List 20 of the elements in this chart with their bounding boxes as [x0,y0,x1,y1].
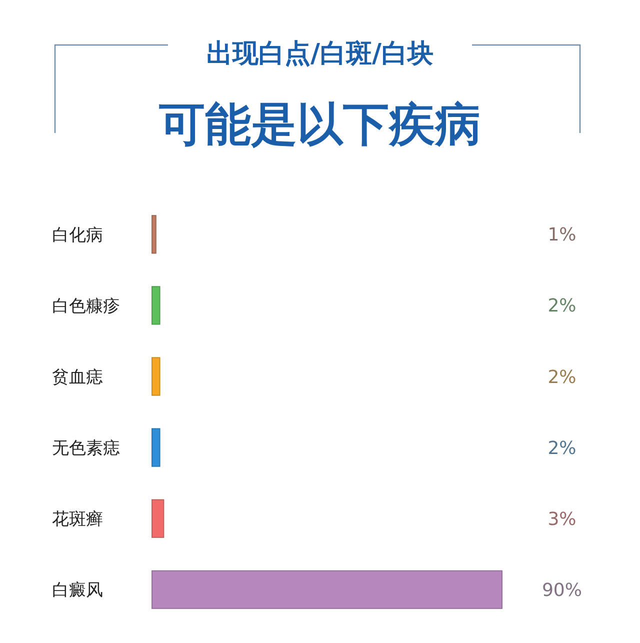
bar [152,570,502,609]
y-tick-label: 白色糠疹 [52,296,120,316]
data-label: 2% [548,296,576,317]
bar [152,428,160,467]
y-tick-label: 无色素痣 [52,438,120,458]
chart-subtitle: 可能是以下疾病 [159,97,481,151]
bar [152,499,164,538]
y-tick-label: 白化病 [52,225,103,246]
data-label: 2% [548,366,576,388]
bar [152,357,160,396]
y-tick-label: 花斑癣 [52,510,103,530]
data-label: 90% [542,580,582,601]
data-label: 2% [548,438,576,459]
data-label: 1% [548,224,576,246]
bar [152,215,156,254]
y-tick-label: 贫血痣 [52,367,103,388]
data-label: 3% [548,508,576,530]
bar [152,286,160,325]
y-tick-label: 白癜风 [52,580,103,601]
chart-title: 出现白点/白斑/白块 [206,39,434,69]
